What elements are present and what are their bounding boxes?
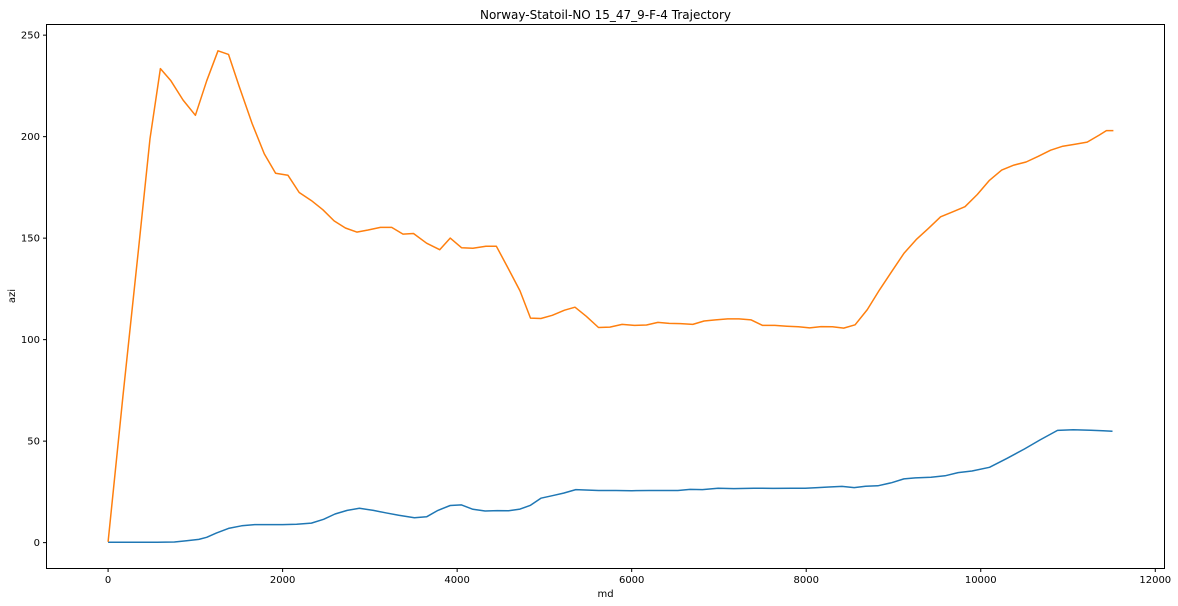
x-tick-label: 4000 (444, 575, 469, 586)
x-tick-label: 8000 (793, 575, 818, 586)
y-tick-label: 100 (21, 335, 40, 346)
series-line-2 (107, 50, 1114, 542)
x-tick-label: 10000 (965, 575, 997, 586)
series-line-1 (108, 429, 1113, 543)
y-tick-label: 50 (27, 437, 40, 448)
x-tick-label: 6000 (619, 575, 644, 586)
x-tick-label: 12000 (1139, 575, 1171, 586)
plot-lines (107, 50, 1114, 543)
plot-frame (46, 24, 1165, 569)
y-tick-label: 0 (34, 538, 40, 549)
chart-title: Norway-Statoil-NO 15_47_9-F-4 Trajectory (480, 8, 731, 22)
x-axis-label: md (597, 589, 613, 600)
y-axis: 0 50 100 150 200 250 (21, 31, 47, 549)
x-axis: 0 2000 4000 6000 8000 10000 12000 (105, 568, 1171, 586)
y-axis-label: azi (7, 289, 18, 303)
y-tick-label: 150 (21, 234, 40, 245)
y-tick-label: 250 (21, 31, 40, 42)
x-tick-label: 2000 (270, 575, 295, 586)
y-tick-label: 200 (21, 132, 40, 143)
x-tick-label: 0 (105, 575, 111, 586)
